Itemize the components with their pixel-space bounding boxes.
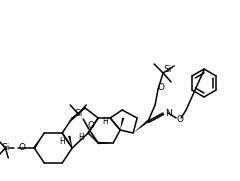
Text: Ḣ: Ḣ [78, 134, 84, 142]
Text: Si: Si [163, 66, 171, 75]
Text: Ḣ: Ḣ [102, 117, 108, 125]
Text: Ḣ: Ḣ [59, 138, 65, 146]
Text: N: N [165, 110, 171, 119]
Polygon shape [98, 142, 113, 144]
Polygon shape [68, 136, 72, 148]
Polygon shape [33, 133, 44, 149]
Text: Si: Si [1, 144, 10, 153]
Polygon shape [120, 118, 124, 130]
Text: Si: Si [74, 110, 82, 119]
Polygon shape [133, 120, 149, 133]
Text: O: O [88, 121, 95, 131]
Text: O: O [177, 115, 184, 123]
Text: O: O [19, 144, 26, 153]
Text: O: O [158, 83, 165, 92]
